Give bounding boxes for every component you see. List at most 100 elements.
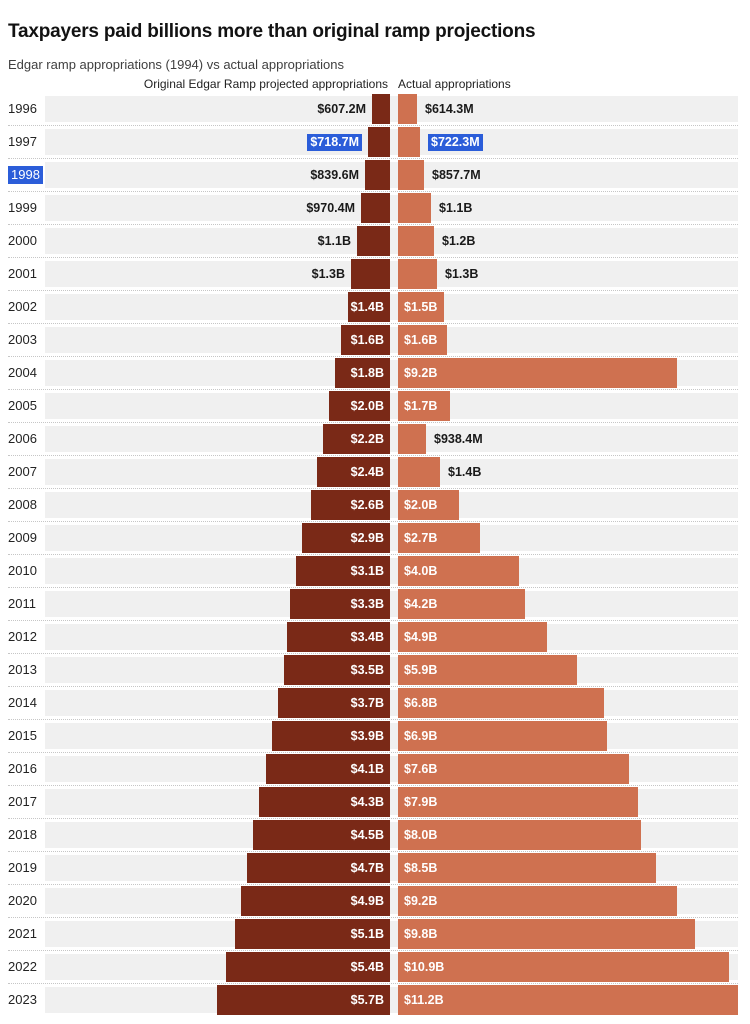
actual-value-label[interactable]: $8.5B	[404, 861, 438, 875]
year-label[interactable]: 2018	[8, 827, 37, 842]
projected-value-label[interactable]: $3.5B	[350, 663, 384, 677]
actual-value-label[interactable]: $1.5B	[404, 300, 438, 314]
projected-value-label[interactable]: $1.1B	[317, 234, 351, 248]
actual-value-label[interactable]: $9.8B	[404, 927, 438, 941]
year-label[interactable]: 2000	[8, 233, 37, 248]
year-label[interactable]: 2022	[8, 959, 37, 974]
chart-row: 2011 $3.3B $4.2B	[0, 589, 750, 624]
projected-value-label[interactable]: $970.4M	[306, 201, 355, 215]
projected-value-label[interactable]: $1.6B	[350, 333, 384, 347]
year-label[interactable]: 2003	[8, 332, 37, 347]
projected-value-label[interactable]: $3.4B	[350, 630, 384, 644]
actual-value-label[interactable]: $2.7B	[404, 531, 438, 545]
actual-value-label[interactable]: $938.4M	[434, 432, 483, 446]
actual-value-label[interactable]: $4.2B	[404, 597, 438, 611]
year-label[interactable]: 2015	[8, 728, 37, 743]
projected-value-label[interactable]: $839.6M	[310, 168, 359, 182]
year-label[interactable]: 2008	[8, 497, 37, 512]
actual-bar	[398, 457, 440, 487]
year-label[interactable]: 2019	[8, 860, 37, 875]
projected-value-label[interactable]: $5.4B	[350, 960, 384, 974]
year-label[interactable]: 2021	[8, 926, 37, 941]
actual-value-label[interactable]: $857.7M	[432, 168, 481, 182]
projected-value-label[interactable]: $5.1B	[350, 927, 384, 941]
projected-value-label[interactable]: $2.6B	[350, 498, 384, 512]
year-label[interactable]: 2007	[8, 464, 37, 479]
projected-bar	[290, 589, 390, 619]
year-label[interactable]: 1996	[8, 101, 37, 116]
actual-value-label[interactable]: $9.2B	[404, 366, 438, 380]
actual-bar	[398, 853, 656, 883]
row-track	[45, 327, 738, 353]
actual-value-label[interactable]: $5.9B	[404, 663, 438, 677]
actual-value-label[interactable]: $1.2B	[442, 234, 476, 248]
year-label[interactable]: 2006	[8, 431, 37, 446]
projected-value-label[interactable]: $5.7B	[350, 993, 384, 1007]
chart-row: 2017 $4.3B $7.9B	[0, 787, 750, 822]
year-label[interactable]: 1997	[8, 134, 37, 149]
year-label[interactable]: 2010	[8, 563, 37, 578]
actual-value-label[interactable]: $6.8B	[404, 696, 438, 710]
actual-value-label[interactable]: $11.2B	[404, 993, 444, 1007]
year-label[interactable]: 2011	[8, 596, 36, 611]
year-label[interactable]: 2002	[8, 299, 37, 314]
projected-value-label[interactable]: $3.3B	[350, 597, 384, 611]
year-label[interactable]: 2004	[8, 365, 37, 380]
actual-value-label[interactable]: $4.0B	[404, 564, 438, 578]
year-label[interactable]: 2005	[8, 398, 37, 413]
projected-value-label[interactable]: $1.3B	[311, 267, 345, 281]
projected-value-label[interactable]: $718.7M	[307, 127, 362, 157]
year-label[interactable]: 2001	[8, 266, 37, 281]
year-label[interactable]: 1998	[8, 162, 43, 188]
projected-value-label[interactable]: $2.9B	[350, 531, 384, 545]
projected-value-label[interactable]: $1.4B	[350, 300, 384, 314]
actual-value-label[interactable]: $9.2B	[404, 894, 438, 908]
projected-value-label[interactable]: $4.9B	[350, 894, 384, 908]
row-separator	[8, 224, 738, 225]
actual-value-label[interactable]: $8.0B	[404, 828, 438, 842]
actual-value-label[interactable]: $6.9B	[404, 729, 438, 743]
year-label[interactable]: 2014	[8, 695, 37, 710]
page-title: Taxpayers paid billions more than origin…	[8, 20, 536, 42]
actual-value-label[interactable]: $1.4B	[448, 465, 482, 479]
chart-row: 2015 $3.9B $6.9B	[0, 721, 750, 756]
row-separator	[8, 521, 738, 522]
chart-row: 2009 $2.9B $2.7B	[0, 523, 750, 558]
actual-value-label[interactable]: $1.3B	[445, 267, 479, 281]
year-label[interactable]: 2023	[8, 992, 37, 1007]
year-label[interactable]: 1999	[8, 200, 37, 215]
projected-value-label[interactable]: $4.7B	[350, 861, 384, 875]
projected-value-label[interactable]: $2.4B	[350, 465, 384, 479]
projected-value-label[interactable]: $3.1B	[350, 564, 384, 578]
year-label[interactable]: 2012	[8, 629, 37, 644]
year-label[interactable]: 2016	[8, 761, 37, 776]
projected-value-label[interactable]: $2.0B	[350, 399, 384, 413]
actual-value-label[interactable]: $1.6B	[404, 333, 438, 347]
projected-value-label[interactable]: $1.8B	[350, 366, 384, 380]
actual-value-label[interactable]: $2.0B	[404, 498, 438, 512]
projected-value-label[interactable]: $3.7B	[350, 696, 384, 710]
actual-value-label[interactable]: $614.3M	[425, 102, 474, 116]
projected-value-label[interactable]: $4.1B	[350, 762, 384, 776]
actual-value-label[interactable]: $722.3M	[428, 127, 483, 157]
actual-value-label[interactable]: $1.7B	[404, 399, 438, 413]
projected-value-label[interactable]: $4.3B	[350, 795, 384, 809]
projected-bar	[226, 952, 390, 982]
projected-value-label[interactable]: $3.9B	[350, 729, 384, 743]
year-label[interactable]: 2013	[8, 662, 37, 677]
projected-value-label[interactable]: $4.5B	[350, 828, 384, 842]
year-label[interactable]: 2017	[8, 794, 37, 809]
year-label[interactable]: 2020	[8, 893, 37, 908]
actual-value-label[interactable]: $7.6B	[404, 762, 438, 776]
actual-bar	[398, 589, 525, 619]
actual-bar	[398, 259, 437, 289]
year-label[interactable]: 2009	[8, 530, 37, 545]
projected-value-label[interactable]: $2.2B	[350, 432, 384, 446]
row-separator	[8, 422, 738, 423]
actual-value-label[interactable]: $1.1B	[439, 201, 473, 215]
row-separator	[8, 620, 738, 621]
actual-value-label[interactable]: $4.9B	[404, 630, 438, 644]
actual-value-label[interactable]: $7.9B	[404, 795, 438, 809]
projected-value-label[interactable]: $607.2M	[317, 102, 366, 116]
actual-value-label[interactable]: $10.9B	[404, 960, 445, 974]
